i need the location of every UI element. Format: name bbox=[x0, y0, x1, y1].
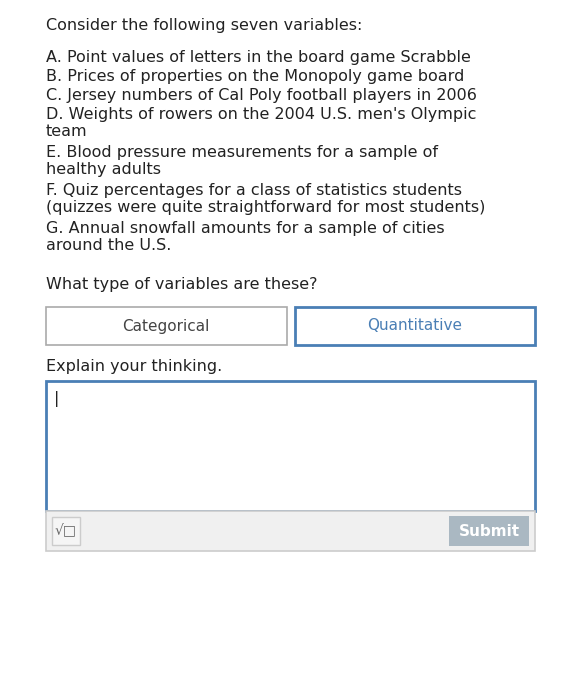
Text: C. Jersey numbers of Cal Poly football players in 2006: C. Jersey numbers of Cal Poly football p… bbox=[46, 88, 477, 103]
Text: Consider the following seven variables:: Consider the following seven variables: bbox=[46, 18, 362, 33]
Text: G. Annual snowfall amounts for a sample of cities
around the U.S.: G. Annual snowfall amounts for a sample … bbox=[46, 221, 445, 253]
Bar bbox=[46, 381, 535, 511]
Text: Categorical: Categorical bbox=[123, 319, 210, 334]
Bar bbox=[294, 307, 535, 345]
Text: Quantitative: Quantitative bbox=[367, 319, 463, 334]
Text: F. Quiz percentages for a class of statistics students
(quizzes were quite strai: F. Quiz percentages for a class of stati… bbox=[46, 183, 486, 215]
Text: What type of variables are these?: What type of variables are these? bbox=[46, 277, 317, 292]
Text: |: | bbox=[54, 391, 59, 407]
Text: √□: √□ bbox=[55, 524, 77, 538]
Bar bbox=[449, 516, 529, 546]
Text: B. Prices of properties on the Monopoly game board: B. Prices of properties on the Monopoly … bbox=[46, 69, 464, 84]
Text: Submit: Submit bbox=[458, 524, 520, 539]
Text: A. Point values of letters in the board game Scrabble: A. Point values of letters in the board … bbox=[46, 50, 471, 65]
Text: E. Blood pressure measurements for a sample of
healthy adults: E. Blood pressure measurements for a sam… bbox=[46, 145, 438, 178]
Text: D. Weights of rowers on the 2004 U.S. men's Olympic
team: D. Weights of rowers on the 2004 U.S. me… bbox=[46, 107, 476, 140]
Bar bbox=[46, 307, 286, 345]
Bar bbox=[52, 517, 80, 545]
Text: Explain your thinking.: Explain your thinking. bbox=[46, 359, 222, 374]
Bar bbox=[46, 511, 535, 551]
